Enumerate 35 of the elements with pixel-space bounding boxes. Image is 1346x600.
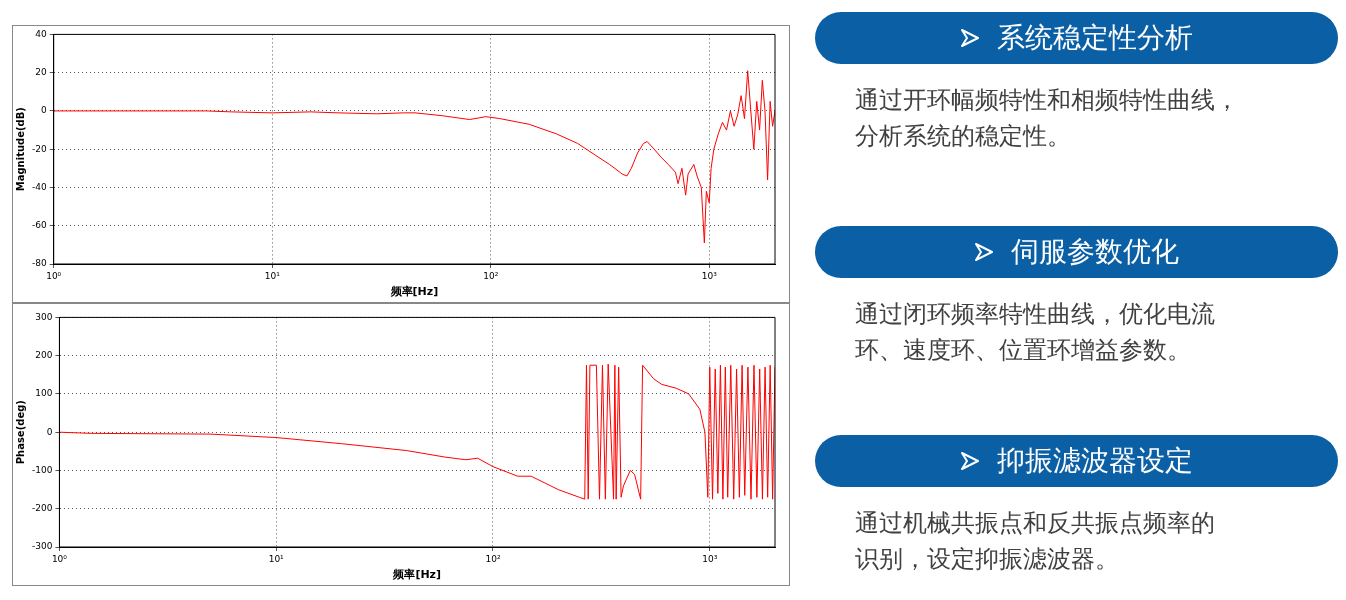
x-tick-label: 10¹ xyxy=(268,553,285,564)
y-tick-label: 0 xyxy=(40,105,47,116)
x-tick-label: 10⁰ xyxy=(46,270,62,281)
x-tick-label: 10² xyxy=(485,553,501,564)
y-tick-label: -300 xyxy=(31,541,53,552)
y-tick-label: 40 xyxy=(35,28,47,39)
x-tick-label: 10³ xyxy=(702,553,718,564)
y-tick-label: -40 xyxy=(32,181,47,192)
text: 通过开环幅频特性和相频特性曲线， xyxy=(855,85,1240,116)
x-tick-label: 10⁰ xyxy=(51,553,68,564)
text: 通过机械共振点和反共振点频率的 xyxy=(855,508,1216,539)
text: 识别，设定抑振滤波器。 xyxy=(855,544,1120,575)
text: 伺服参数优化 xyxy=(1010,234,1179,270)
y-axis-title: Magnitude(dB) xyxy=(14,107,26,192)
y-tick-label: 200 xyxy=(35,350,53,361)
y-tick-label: 20 xyxy=(35,67,47,78)
x-tick-label: 10¹ xyxy=(264,270,281,281)
y-tick-label: 100 xyxy=(35,388,53,399)
text: 环、速度环、位置环增益参数。 xyxy=(855,335,1192,366)
y-tick-label: -200 xyxy=(31,503,53,514)
y-tick-label: -60 xyxy=(32,220,47,231)
y-tick-label: 0 xyxy=(46,426,53,437)
text: 通过闭环频率特性曲线，优化电流 xyxy=(855,299,1216,330)
y-tick-label: -100 xyxy=(31,464,53,475)
y-tick-label: -20 xyxy=(32,143,47,154)
x-axis-title: 频率[Hz] xyxy=(392,568,442,582)
text: 抑振滤波器设定 xyxy=(996,443,1193,479)
text: 分析系统的稳定性。 xyxy=(855,121,1072,152)
text: 系统稳定性分析 xyxy=(996,20,1193,56)
x-axis-title: 频率[Hz] xyxy=(389,285,439,299)
x-tick-label: 10² xyxy=(483,270,499,281)
y-tick-label: 300 xyxy=(35,311,53,322)
y-tick-label: -80 xyxy=(32,258,47,269)
y-axis-title: Phase(deg) xyxy=(14,400,26,465)
x-tick-label: 10³ xyxy=(701,270,718,281)
